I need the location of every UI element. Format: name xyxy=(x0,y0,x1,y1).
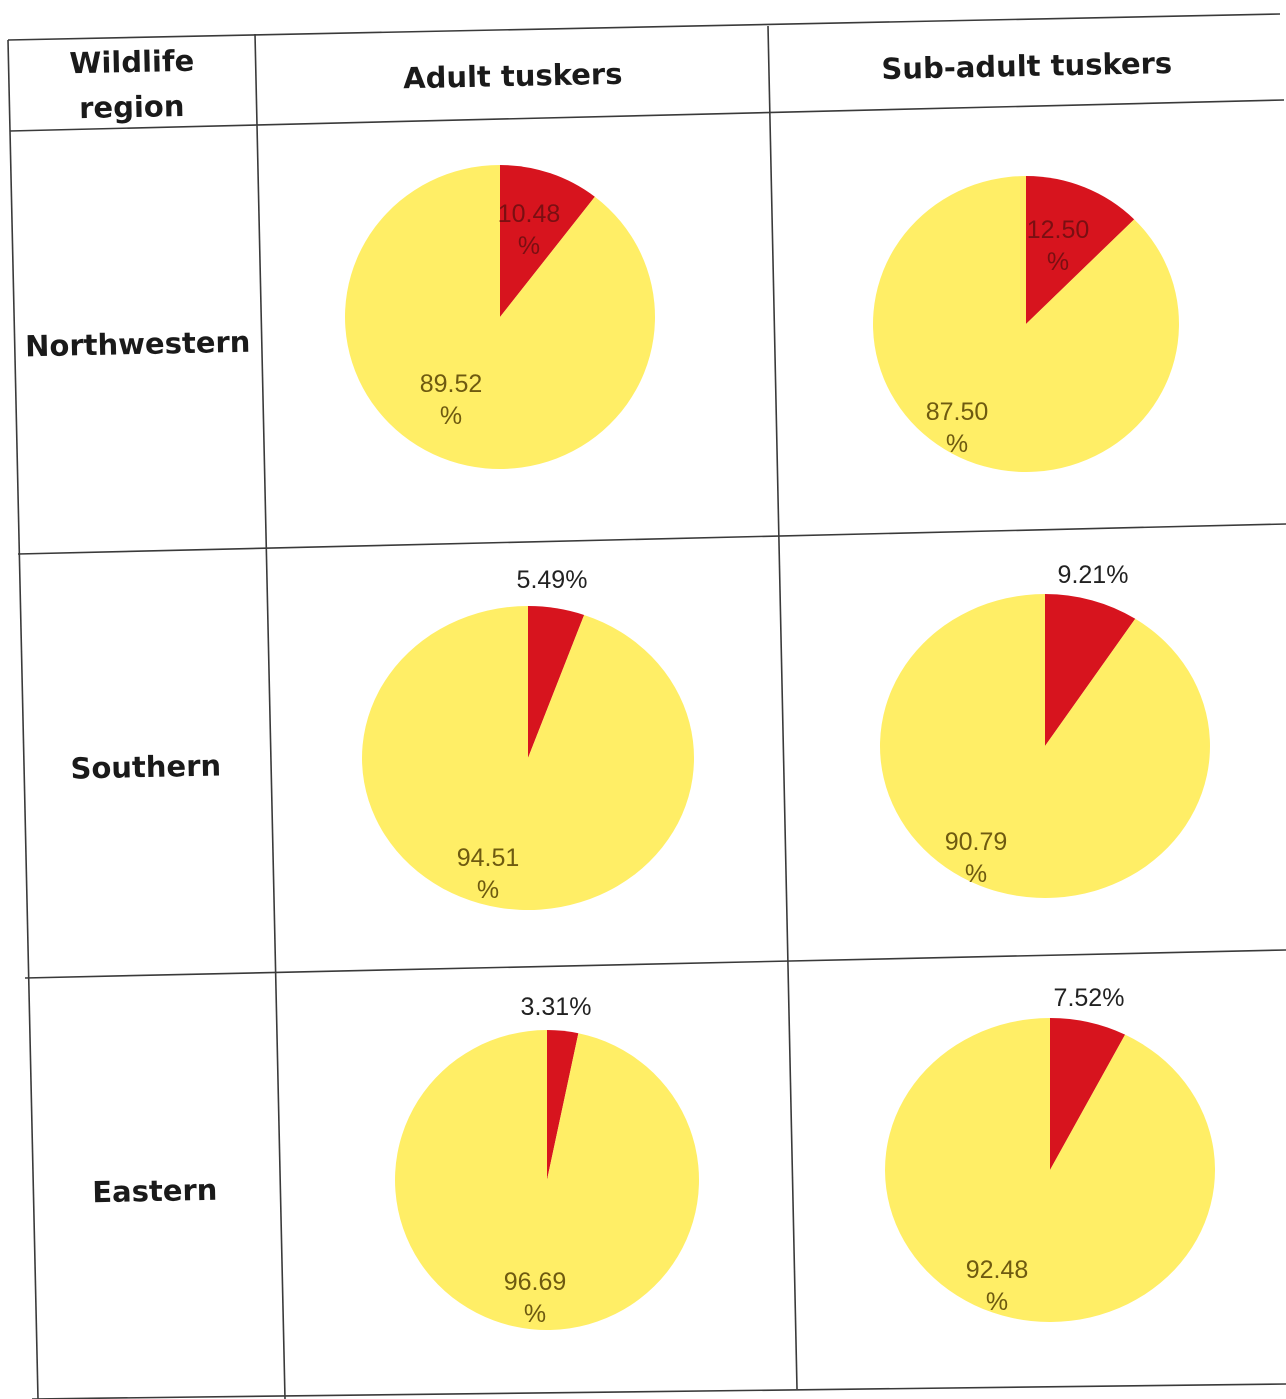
pie-southern-adult-tuskers-majority-slice xyxy=(362,606,695,911)
region-labels: Northwestern Southern Eastern xyxy=(25,325,251,1210)
pie-northwestern-adult-tuskers-majority-label: 89.52% xyxy=(420,370,483,430)
pie-southern-sub-adult-tuskers-minority-label: 9.21% xyxy=(1058,561,1129,589)
pie-eastern-sub-adult-tuskers-minority-label: 7.52% xyxy=(1054,984,1125,1012)
table-header: Wildlife region Adult tuskers Sub-adult … xyxy=(69,44,1172,125)
table-grid xyxy=(7,13,1286,1399)
pie-southern-adult-tuskers: 5.49% 94.51% xyxy=(362,566,695,911)
pie-charts: 10.48 % 89.52 % 12.50 % 87.50 % 5.49% 94.51 % 9.21%… xyxy=(345,165,1216,1330)
column-divider-1 xyxy=(254,33,286,1399)
header-region-line-1: Wildlife xyxy=(69,44,194,81)
header-region-line-2: region xyxy=(79,89,185,125)
pie-northwestern-adult-tuskers-minority-slice xyxy=(500,165,595,317)
region-label-eastern: Eastern xyxy=(92,1173,218,1210)
pie-northwestern-sub-adult-tuskers: 12.50 % 87.50% xyxy=(873,176,1180,473)
header-adult-tuskers: Adult tuskers xyxy=(403,57,623,96)
region-label-southern: Southern xyxy=(70,748,221,785)
pie-southern-sub-adult-tuskers-majority-slice xyxy=(879,594,1210,899)
pie-northwestern-sub-adult-tuskers-minority-label: 12.50% xyxy=(1027,216,1090,276)
row-divider-1 xyxy=(17,523,1286,555)
pie-northwestern-sub-adult-tuskers-majority-slice xyxy=(873,176,1180,473)
pie-eastern-sub-adult-tuskers-majority-slice xyxy=(885,1018,1216,1322)
table-top-border xyxy=(7,13,1281,41)
pie-eastern-adult-tuskers: 3.31% 96.69% xyxy=(395,993,700,1330)
pie-northwestern-adult-tuskers: 10.48 % 89.52% xyxy=(345,165,656,470)
pie-eastern-sub-adult-tuskers-majority-label: 92.48% xyxy=(966,1256,1029,1316)
region-label-northwestern: Northwestern xyxy=(25,325,251,364)
pie-northwestern-adult-tuskers-minority-label: 10.48% xyxy=(498,200,561,260)
pie-eastern-adult-tuskers-minority-slice xyxy=(547,1030,579,1180)
pie-eastern-adult-tuskers-minority-label: 3.31% xyxy=(521,993,592,1021)
table-bottom-border xyxy=(31,1383,1286,1399)
header-sub-adult-tuskers: Sub-adult tuskers xyxy=(881,46,1172,86)
table-left-border xyxy=(7,39,39,1399)
pie-northwestern-sub-adult-tuskers-minority-slice xyxy=(1026,176,1135,324)
pie-southern-adult-tuskers-minority-label: 5.49% xyxy=(517,566,588,594)
pie-eastern-adult-tuskers-majority-label: 96.69% xyxy=(504,1268,567,1328)
pie-southern-sub-adult-tuskers: 9.21% 90.79% xyxy=(879,561,1210,899)
pie-eastern-sub-adult-tuskers: 7.52% 92.48% xyxy=(885,984,1216,1322)
pie-northwestern-sub-adult-tuskers-majority-label: 87.50% xyxy=(926,398,989,458)
pie-southern-sub-adult-tuskers-majority-label: 90.79% xyxy=(945,828,1008,888)
header-row-divider xyxy=(9,99,1285,132)
pie-southern-adult-tuskers-majority-label: 94.51% xyxy=(457,844,520,904)
pie-southern-sub-adult-tuskers-minority-slice xyxy=(1045,594,1136,746)
row-divider-2 xyxy=(24,949,1286,979)
pie-eastern-sub-adult-tuskers-minority-slice xyxy=(1050,1018,1126,1170)
column-divider-2 xyxy=(767,25,798,1390)
pie-eastern-adult-tuskers-majority-slice xyxy=(395,1030,700,1330)
pie-northwestern-adult-tuskers-majority-slice xyxy=(345,165,656,470)
pie-southern-adult-tuskers-minority-slice xyxy=(528,606,585,758)
